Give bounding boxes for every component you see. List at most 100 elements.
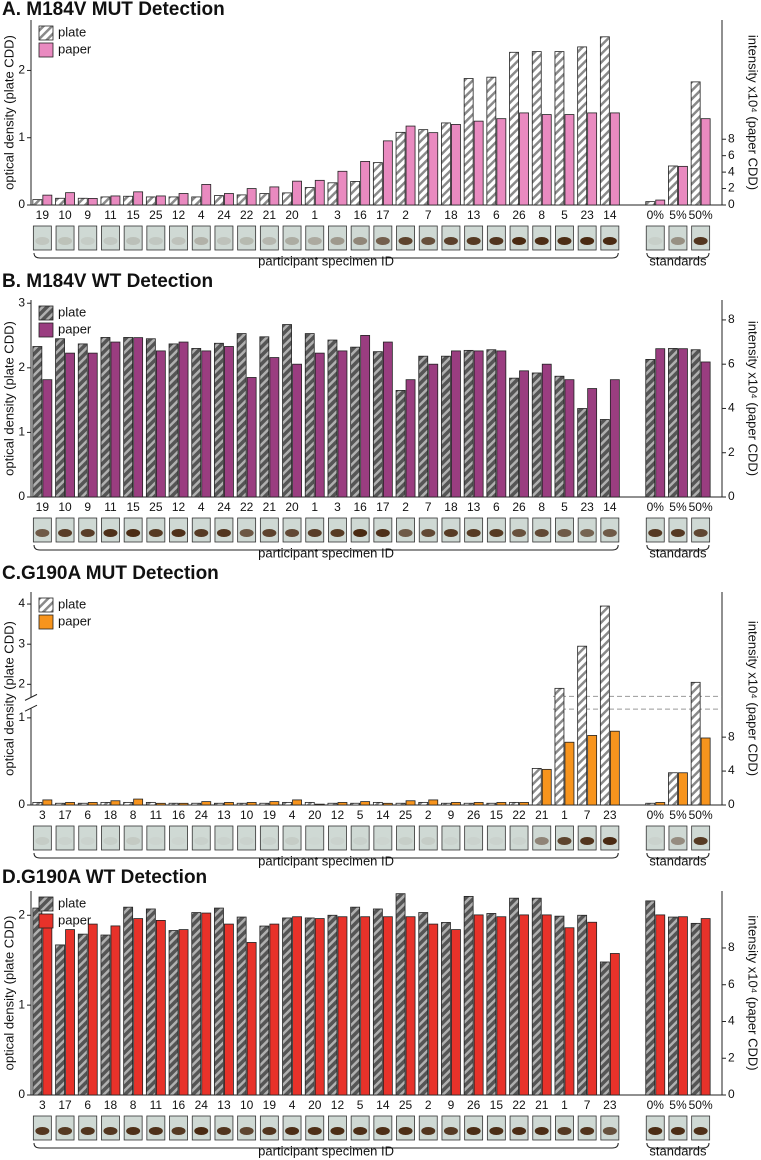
x-tick-label: 4: [289, 808, 296, 822]
bar: [214, 342, 224, 498]
bar: [191, 196, 202, 206]
bar: [554, 687, 565, 806]
group-bracket: [646, 852, 710, 859]
bar: [655, 348, 666, 498]
y2-tick-label: 2: [728, 1050, 735, 1064]
bar: [282, 324, 292, 498]
thumbnail: [32, 225, 52, 251]
bar: [418, 129, 429, 206]
thumbnail: [78, 225, 98, 251]
thumbnail-spot: [194, 237, 209, 245]
axis-break-mark: [24, 693, 38, 701]
bar: [236, 802, 247, 806]
thumbnail-spot: [216, 237, 231, 245]
bar: [269, 357, 280, 498]
thumbnail-spot: [648, 837, 662, 845]
bar: [531, 372, 542, 498]
bar: [678, 348, 688, 498]
thumbnail-spot: [171, 529, 186, 537]
bar: [191, 348, 202, 498]
bar: [564, 741, 575, 806]
x-tick-label: 6: [84, 1098, 91, 1112]
bar: [65, 192, 75, 206]
bar: [428, 132, 439, 206]
bar: [314, 918, 325, 1096]
bar: [655, 802, 666, 806]
thumbnail-spot: [126, 1127, 141, 1135]
thumbnail-spot: [648, 237, 663, 245]
bar: [382, 341, 393, 498]
thumbnail-spot: [580, 1127, 595, 1135]
x-tick-label: 0%: [647, 500, 665, 514]
thumbnail-spot: [330, 529, 345, 537]
x-tick-label: 18: [444, 208, 458, 222]
bar: [304, 801, 315, 806]
x-tick-label: 5: [561, 500, 568, 514]
bar: [678, 165, 688, 206]
bar: [236, 333, 247, 498]
bar: [690, 681, 701, 806]
thumbnail-spot: [103, 837, 118, 845]
bar: [32, 801, 43, 806]
thumbnail: [350, 825, 370, 851]
thumbnail-spot: [103, 1127, 118, 1135]
x-tick-label: 10: [240, 808, 254, 822]
bar: [554, 375, 565, 498]
legend-swatch: [38, 322, 54, 338]
x-tick-label: 24: [217, 500, 231, 514]
thumbnail-spot: [375, 237, 390, 245]
bar: [382, 140, 393, 206]
x-tick-label: 9: [84, 208, 91, 222]
bar: [360, 801, 371, 806]
bar: [133, 191, 144, 206]
bar: [599, 605, 610, 806]
bar: [42, 379, 53, 498]
y2-tick-label: 4: [728, 763, 735, 777]
bar: [168, 196, 179, 206]
bar: [418, 801, 429, 806]
y2-tick-label: 8: [728, 131, 735, 145]
bar: [405, 916, 416, 1096]
bar: [350, 181, 361, 206]
x-tick-label: 21: [263, 208, 277, 222]
thumbnail: [78, 825, 98, 851]
bar: [87, 198, 98, 206]
thumbnail-spot: [557, 1127, 572, 1135]
thumbnail-spot: [693, 237, 708, 245]
bar: [145, 338, 156, 498]
y2-tick-label: 0: [728, 197, 735, 211]
group-bracket: [33, 852, 619, 859]
thumbnail-spot: [285, 237, 300, 245]
thumbnail-spot: [580, 837, 595, 845]
thumbnail: [169, 225, 188, 251]
bar: [395, 131, 406, 206]
bar: [587, 388, 598, 498]
bar: [519, 370, 529, 498]
bar: [87, 923, 98, 1096]
bar: [554, 915, 565, 1096]
bar: [496, 118, 507, 206]
thumbnail: [101, 825, 120, 851]
bar: [269, 186, 280, 206]
x-tick-label: 16: [172, 1098, 186, 1112]
y2-axis-label: intensity x10⁴ (paper CDD): [746, 621, 761, 776]
legend-swatch: [38, 25, 54, 41]
bar: [292, 916, 302, 1096]
y2-tick-label: 0: [728, 797, 735, 811]
thumbnail-spot: [466, 237, 481, 245]
bar: [314, 803, 325, 806]
thumbnail-spot: [512, 529, 527, 537]
bar: [395, 390, 406, 498]
thumbnail-spot: [330, 1127, 345, 1135]
thumbnail-spot: [670, 1127, 685, 1135]
thumbnail-spot: [262, 837, 277, 845]
x-tick-label: 22: [512, 1098, 526, 1112]
x-tick-label: 12: [331, 808, 345, 822]
thumbnail-spot: [171, 1127, 186, 1135]
bar: [42, 925, 53, 1096]
group-label: standards: [649, 1143, 707, 1158]
bar: [645, 900, 656, 1096]
y-tick-label: 2: [18, 360, 25, 374]
x-tick-label: 0%: [647, 1098, 665, 1112]
bar: [168, 343, 179, 498]
